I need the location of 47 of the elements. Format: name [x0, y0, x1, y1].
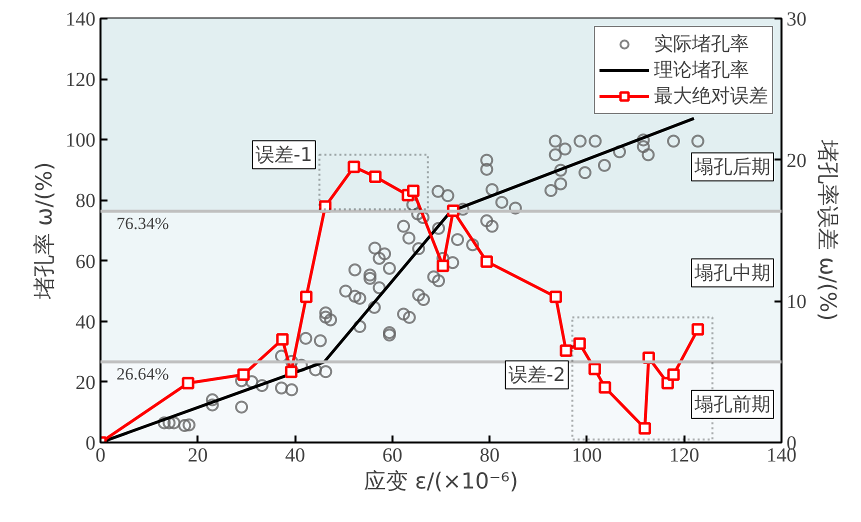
x-tick-label: 40 [285, 444, 306, 466]
point [560, 344, 572, 357]
y2-tick-label: 20 [786, 150, 806, 172]
x-tick-label: 100 [572, 444, 602, 466]
point [550, 290, 562, 304]
point [598, 381, 612, 394]
y-tick-label: 20 [76, 372, 96, 394]
annotation: 误差-2 [508, 364, 566, 386]
point [237, 368, 250, 381]
x-tick-label: 80 [480, 444, 500, 466]
y2-axis-title: 堵孔率误差 ω/(%) [814, 139, 840, 321]
x-tick-label: 120 [669, 444, 700, 466]
ref-line-label: 76.34% [116, 214, 169, 233]
annotation: 塌孔中期 [694, 262, 770, 284]
y-tick-label: 140 [66, 8, 96, 30]
point [436, 260, 450, 272]
point [182, 376, 194, 390]
point [692, 323, 704, 336]
y-tick-label: 80 [76, 190, 96, 212]
point [284, 366, 298, 378]
y-tick-label: 40 [76, 311, 96, 334]
x-tick-label: 20 [188, 444, 208, 466]
point [300, 290, 313, 304]
ref-line-label: 26.64% [116, 364, 169, 384]
point [407, 184, 420, 198]
point [369, 170, 382, 184]
point [480, 255, 493, 268]
legend-label: 最大绝对误差 [654, 84, 768, 109]
point [348, 160, 360, 174]
y-tick-label: 120 [66, 69, 96, 92]
point [667, 368, 680, 381]
y-tick-label: 100 [66, 130, 96, 152]
x-tick-label: 60 [382, 444, 402, 466]
y-axis-title: 堵孔率 ω/(%) [32, 162, 58, 300]
legend-label: 理论堵孔率 [654, 58, 749, 83]
point [276, 333, 289, 346]
point [588, 362, 601, 376]
x-axis-title: 应变 ε/(×10⁻⁶) [364, 470, 518, 494]
legend-label: 实际堵孔率 [654, 32, 749, 57]
y2-tick-label: 30 [786, 8, 806, 30]
annotation: 误差-1 [255, 144, 312, 166]
point [638, 422, 652, 435]
y2-tick-label: 10 [786, 291, 806, 314]
annotation: 塌孔后期 [694, 156, 770, 178]
annotation: 塌孔前期 [694, 393, 770, 416]
point [573, 337, 586, 350]
y-tick-label: 60 [76, 250, 96, 273]
